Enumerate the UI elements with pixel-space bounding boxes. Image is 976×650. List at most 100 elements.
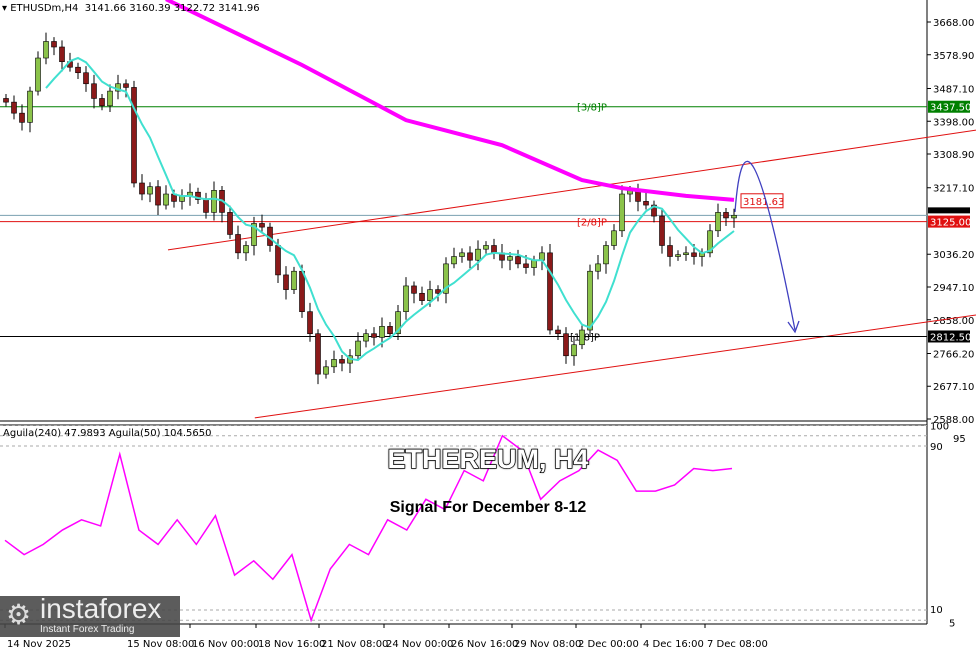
candle bbox=[131, 87, 137, 184]
x-tick-label: 29 Nov 08:00 bbox=[514, 639, 581, 650]
candle bbox=[379, 326, 385, 338]
candle bbox=[659, 215, 665, 246]
candle bbox=[531, 259, 537, 268]
candle bbox=[403, 285, 409, 312]
candle bbox=[547, 252, 553, 331]
slow-ma-line bbox=[165, 0, 735, 202]
candle bbox=[603, 245, 609, 265]
channel-upper-line bbox=[167, 129, 976, 251]
indicator-tick-label: 5 bbox=[949, 618, 955, 629]
candle bbox=[259, 223, 265, 228]
x-tick-label: 18 Nov 16:00 bbox=[258, 639, 325, 650]
y-tick-label: 3398.00 bbox=[933, 117, 974, 128]
level-label-bg bbox=[928, 215, 970, 228]
ohlc-values: 3141.66 3160.39 3122.72 3141.96 bbox=[84, 3, 260, 14]
candle bbox=[435, 289, 441, 294]
candle bbox=[235, 234, 241, 254]
overlay-subtitle: Signal For December 8-12 bbox=[389, 499, 587, 516]
candle bbox=[563, 333, 569, 357]
candle bbox=[619, 193, 625, 232]
level-label: 3437.50 bbox=[930, 103, 971, 114]
y-tick-label: 3487.10 bbox=[933, 84, 974, 95]
x-tick-label: 2 Dec 00:00 bbox=[578, 639, 639, 650]
candle bbox=[427, 289, 433, 301]
dropdown-icon[interactable]: ▾ bbox=[2, 3, 8, 14]
y-tick-label: 3217.10 bbox=[933, 184, 974, 195]
candle bbox=[443, 263, 449, 294]
candle bbox=[19, 112, 25, 123]
candle bbox=[27, 90, 33, 123]
candle bbox=[467, 252, 473, 261]
candle bbox=[571, 344, 577, 357]
candle bbox=[195, 191, 201, 200]
candle bbox=[539, 252, 545, 261]
channel-lower-line bbox=[254, 314, 976, 419]
x-tick-label: 15 Nov 08:00 bbox=[127, 639, 194, 650]
indicator-tick-label: 10 bbox=[930, 605, 943, 616]
y-tick-label: 2677.10 bbox=[933, 382, 974, 393]
forecast-arrow bbox=[734, 161, 796, 331]
candle bbox=[707, 230, 713, 254]
candle bbox=[683, 252, 689, 255]
logo-tagline: Instant Forex Trading bbox=[40, 624, 135, 635]
gear-icon: ⚙ bbox=[6, 598, 32, 631]
level-name: [3/8]P bbox=[577, 103, 607, 114]
candle bbox=[331, 359, 337, 368]
candle bbox=[107, 90, 113, 107]
x-tick-label: 4 Dec 16:00 bbox=[643, 639, 704, 650]
candle bbox=[75, 66, 81, 74]
candle bbox=[675, 254, 681, 257]
candle bbox=[451, 256, 457, 265]
candle bbox=[611, 230, 617, 246]
indicator-tick-label: 95 bbox=[953, 434, 966, 445]
instaforex-logo: ⚙ instaforex Instant Forex Trading bbox=[0, 593, 180, 637]
candle bbox=[51, 41, 57, 48]
chart-header: ▾ ETHUSDm,H4 3141.66 3160.39 3122.72 314… bbox=[2, 3, 260, 14]
candle bbox=[99, 98, 105, 107]
candle bbox=[211, 190, 217, 213]
ma-label: 3181.63 bbox=[743, 197, 784, 208]
candle bbox=[139, 182, 145, 195]
candle bbox=[579, 329, 585, 346]
level-label-bg bbox=[928, 330, 970, 343]
x-tick-label: 7 Dec 08:00 bbox=[707, 639, 768, 650]
candle bbox=[291, 270, 297, 290]
y-tick-label: 3578.90 bbox=[933, 51, 974, 62]
symbol-label: ETHUSDm,H4 bbox=[10, 3, 79, 14]
candle bbox=[691, 252, 697, 257]
candle bbox=[323, 366, 329, 375]
candle bbox=[155, 186, 161, 206]
overlay-title: ETHEREUM, H4 bbox=[387, 443, 590, 475]
candle bbox=[395, 311, 401, 335]
logo-name: instaforex bbox=[40, 593, 162, 624]
indicator-tick-label: 100 bbox=[930, 422, 949, 433]
candle bbox=[371, 333, 377, 338]
candle bbox=[275, 245, 281, 276]
candle bbox=[555, 329, 561, 335]
candle bbox=[523, 263, 529, 268]
x-tick-label: 14 Nov 2025 bbox=[7, 639, 71, 650]
candle bbox=[227, 212, 233, 235]
candle bbox=[123, 83, 129, 88]
candle bbox=[459, 252, 465, 257]
fast-ma-line bbox=[45, 56, 735, 362]
candle bbox=[11, 101, 17, 114]
indicator-tick-label: 90 bbox=[930, 442, 943, 453]
candle bbox=[515, 256, 521, 265]
candle bbox=[59, 46, 65, 62]
level-label: 2812.50 bbox=[930, 332, 971, 343]
arrow-head-icon bbox=[787, 320, 800, 334]
candle bbox=[507, 256, 513, 261]
candle bbox=[163, 193, 169, 206]
indicator-legend: Aguila(240) 47.9893 Aguila(50) 104.5650 bbox=[3, 428, 212, 439]
candle bbox=[651, 204, 657, 217]
candle bbox=[203, 199, 209, 213]
candle bbox=[419, 292, 425, 301]
x-tick-label: 24 Nov 00:00 bbox=[386, 639, 453, 650]
candle bbox=[587, 270, 593, 331]
candle bbox=[243, 245, 249, 254]
candle bbox=[411, 285, 417, 294]
y-tick-label: 3308.90 bbox=[933, 150, 974, 161]
candle bbox=[251, 223, 257, 246]
